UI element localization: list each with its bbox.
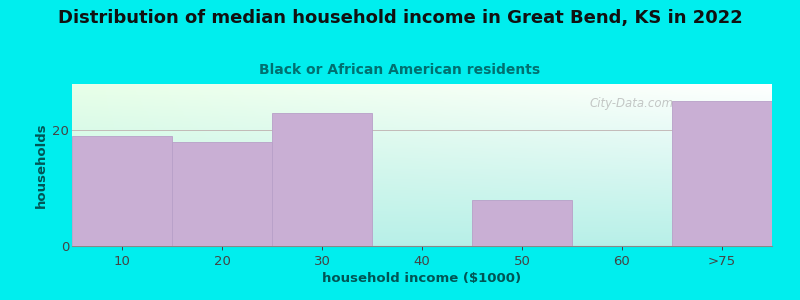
Bar [472, 200, 572, 246]
Bar [672, 101, 772, 246]
Text: Black or African American residents: Black or African American residents [259, 63, 541, 77]
Bar [172, 142, 272, 246]
Text: Distribution of median household income in Great Bend, KS in 2022: Distribution of median household income … [58, 9, 742, 27]
Text: City-Data.com: City-Data.com [590, 97, 674, 110]
Bar [72, 136, 172, 246]
Bar [272, 113, 372, 246]
X-axis label: household income ($1000): household income ($1000) [322, 272, 522, 285]
Y-axis label: households: households [35, 122, 48, 208]
